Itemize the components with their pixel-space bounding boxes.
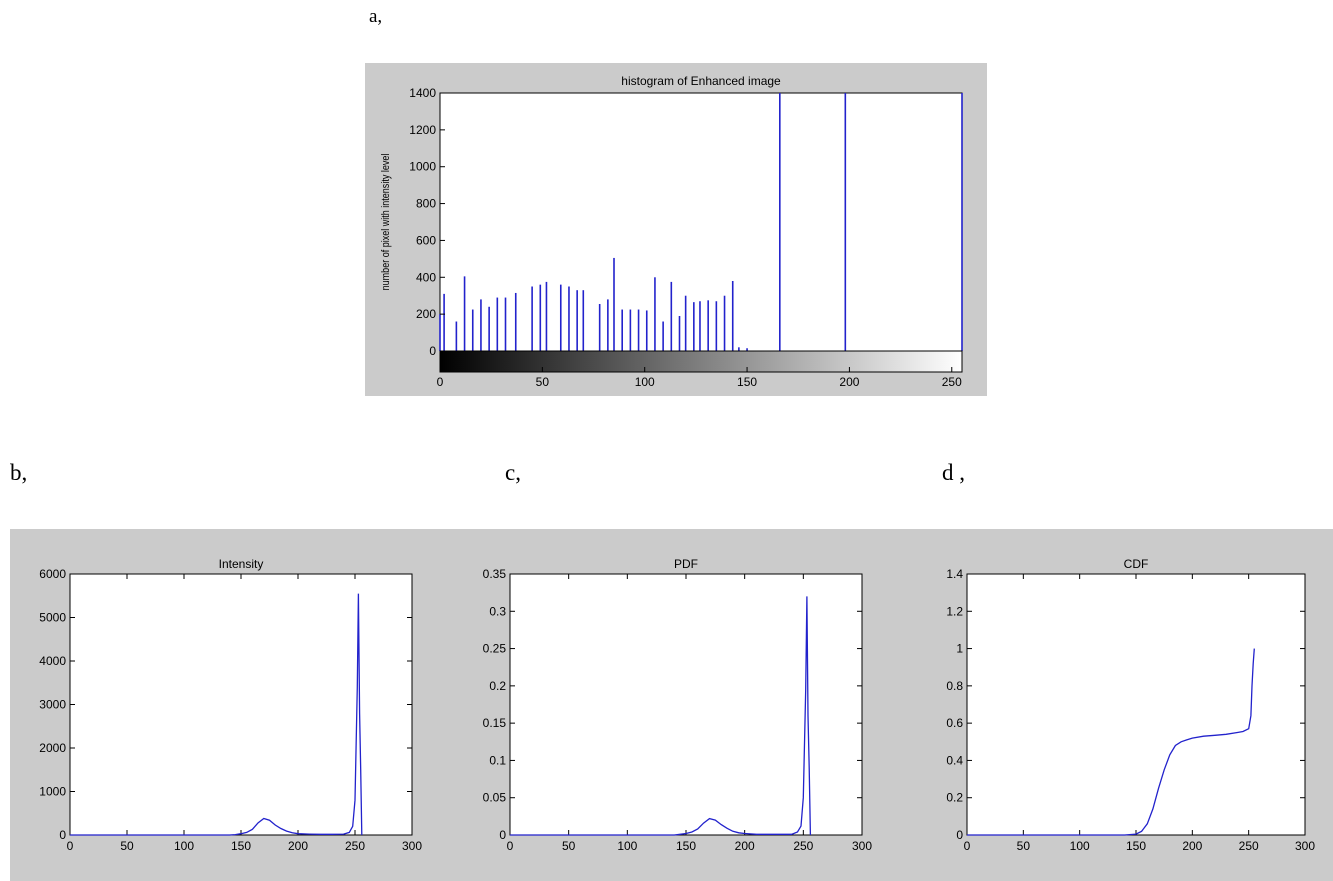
x-tick-label: 0 — [437, 375, 444, 389]
pdf-chart: 0 50 100 150 200 250 300 0 0.05 0.1 0.15 0.2 0.25 0.3… — [483, 557, 873, 853]
chart-title: PDF — [674, 557, 698, 571]
y-tick-label: 0 — [956, 828, 963, 842]
x-tick-label: 300 — [1295, 839, 1315, 853]
grayscale-colorbar — [439, 350, 963, 373]
x-tick-label: 150 — [1126, 839, 1146, 853]
x-tick-label: 200 — [288, 839, 308, 853]
x-tick-label: 50 — [120, 839, 134, 853]
x-tick-label: 100 — [1070, 839, 1090, 853]
x-tick-label: 250 — [1239, 839, 1259, 853]
y-tick-label: 400 — [416, 270, 436, 284]
plot-area — [966, 573, 1306, 836]
y-tick-label: 0.4 — [946, 753, 963, 767]
y-tick-label: 0.3 — [489, 604, 506, 618]
y-tick-label: 1400 — [409, 86, 436, 100]
panel-label-a: a, — [369, 6, 383, 27]
y-tick-label: 5000 — [39, 611, 66, 625]
y-tick-label: 1200 — [409, 123, 436, 137]
y-tick-label: 4000 — [39, 654, 66, 668]
y-tick-label: 0.15 — [483, 716, 507, 730]
cdf-chart: 0 50 100 150 200 250 300 0 0.2 0.4 0.6 0.8 1 1.2 1.4 CD… — [946, 557, 1315, 853]
y-tick-label: 0.25 — [483, 642, 507, 656]
y-tick-label: 1.2 — [946, 604, 963, 618]
x-tick-label: 150 — [737, 375, 757, 389]
y-tick-label: 2000 — [39, 741, 66, 755]
figure-window-a: 0 200 400 600 800 1000 1200 1400 0 50 100 150 200 250… — [365, 63, 987, 396]
x-tick-label: 300 — [402, 839, 422, 853]
plot-area — [439, 92, 963, 352]
y-tick-label: 600 — [416, 233, 436, 247]
x-tick-label: 200 — [839, 375, 859, 389]
x-tick-label: 100 — [617, 839, 637, 853]
x-tick-label: 100 — [635, 375, 655, 389]
x-tick-label: 150 — [231, 839, 251, 853]
y-tick-label: 0.05 — [483, 791, 507, 805]
intensity-chart: 0 50 100 150 200 250 3000100020003000400050006… — [39, 557, 422, 853]
x-tick-label: 0 — [964, 839, 971, 853]
x-tick-label: 250 — [942, 375, 962, 389]
chart-title: CDF — [1124, 557, 1149, 571]
y-tick-label: 3000 — [39, 698, 66, 712]
figure-window-bcd: 0 50 100 150 200 250 300 0 1000 2000 3000 4000 5000 6… — [10, 529, 1333, 881]
histogram-chart: 0 200 400 600 800 1000 1200 1400 0 50 100 150 200 250… — [380, 74, 963, 389]
x-tick-label: 50 — [1017, 839, 1031, 853]
y-tick-label: 0.6 — [946, 716, 963, 730]
y-tick-label: 0 — [499, 828, 506, 842]
x-tick-label: 0 — [67, 839, 74, 853]
y-tick-label: 1 — [956, 642, 963, 656]
panel-label-c: c, — [505, 460, 521, 485]
y-tick-label: 0.1 — [489, 753, 506, 767]
y-tick-label: 6000 — [39, 567, 66, 581]
x-tick-label: 0 — [507, 839, 514, 853]
y-tick-label: 0.2 — [489, 679, 506, 693]
y-tick-label: 0.8 — [946, 679, 963, 693]
panel-label-b: b, — [10, 460, 28, 485]
x-tick-label: 200 — [1182, 839, 1202, 853]
x-tick-label: 150 — [676, 839, 696, 853]
x-tick-label: 100 — [174, 839, 194, 853]
y-axis-label: number of pixel with intensity level — [380, 154, 392, 291]
y-tick-label: 800 — [416, 197, 436, 211]
series-line — [70, 593, 363, 836]
x-tick-label: 200 — [735, 839, 755, 853]
y-tick-label: 0.2 — [946, 791, 963, 805]
y-tick-label: 0.35 — [483, 567, 507, 581]
chart-title: Intensity — [219, 557, 264, 571]
y-tick-label: 1.4 — [946, 567, 963, 581]
x-tick-label: 300 — [852, 839, 872, 853]
y-tick-label: 1000 — [409, 160, 436, 174]
x-tick-label: 250 — [793, 839, 813, 853]
y-tick-label: 0 — [429, 344, 436, 358]
series-line — [510, 596, 812, 836]
x-tick-label: 50 — [536, 375, 550, 389]
x-tick-label: 50 — [562, 839, 576, 853]
y-tick-label: 200 — [416, 307, 436, 321]
series-line — [967, 648, 1255, 836]
panel-label-d: d , — [942, 460, 965, 485]
chart-title: histogram of Enhanced image — [621, 74, 781, 88]
y-tick-label: 1000 — [39, 785, 66, 799]
x-tick-label: 250 — [345, 839, 365, 853]
y-tick-label: 0 — [59, 828, 66, 842]
